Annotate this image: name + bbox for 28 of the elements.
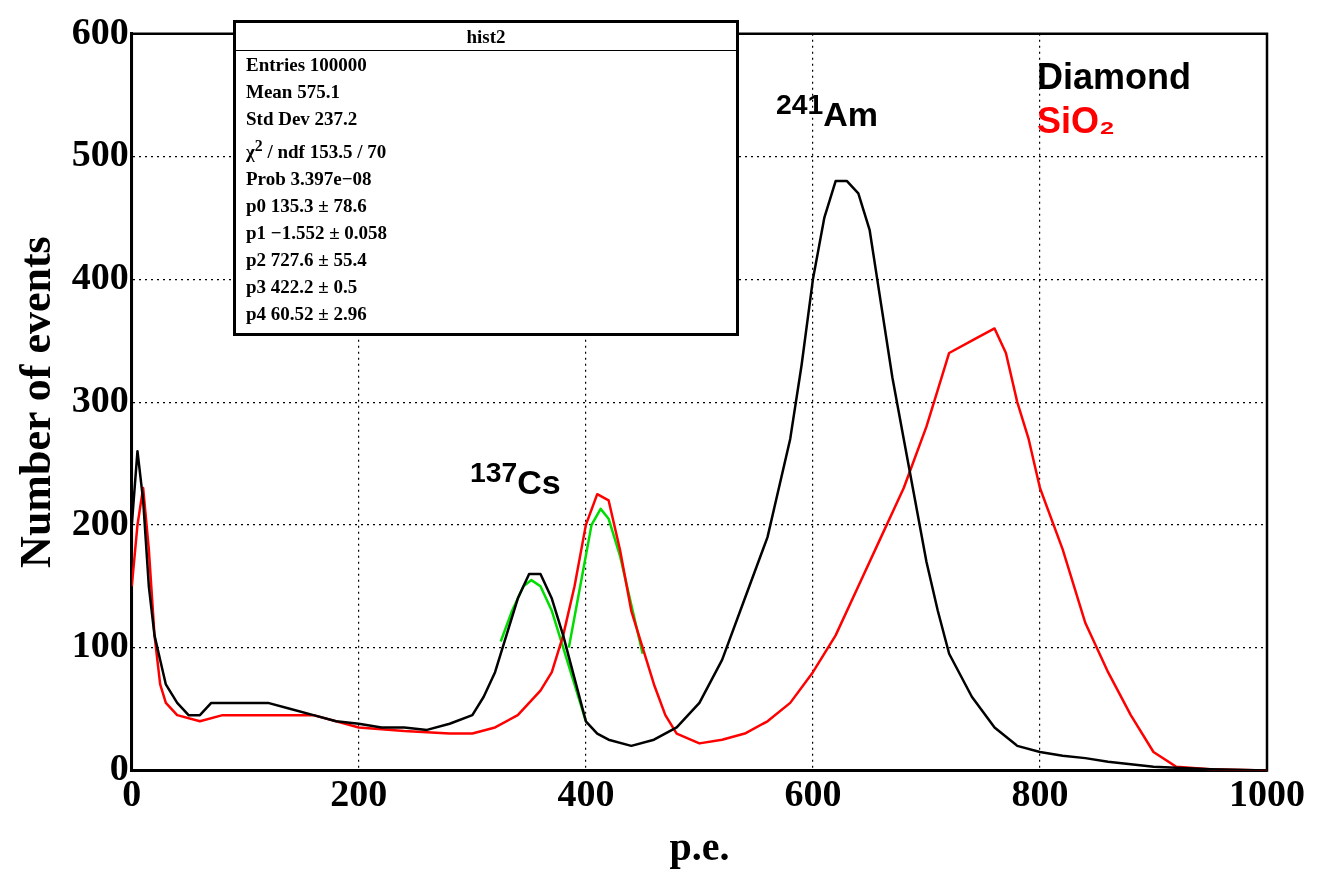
annotation: χ$^{2}$ / ndf 153.5 / 70: [246, 136, 388, 165]
text: Diamond: [1037, 55, 1192, 97]
annotation: p1 −1.552 ± 0.058: [246, 221, 389, 246]
annotation: hist2: [236, 23, 736, 51]
x-tick-label: 800: [1011, 772, 1069, 815]
y-tick-label: 100: [71, 623, 129, 666]
y-tick-label: 600: [71, 9, 129, 52]
x-axis-title: p.e.: [669, 824, 730, 870]
x-tick-label: 200: [330, 772, 388, 815]
annotation: p4 60.52 ± 2.96: [246, 302, 368, 327]
annotation: p2 727.6 ± 55.4: [246, 248, 368, 273]
annotation: Mean 575.1: [246, 80, 341, 104]
annotation: p3 422.2 ± 0.5: [246, 275, 359, 300]
y-tick-label: 200: [71, 500, 129, 543]
y-tick-label: 500: [71, 132, 129, 175]
y-axis-title: Number of events: [10, 236, 60, 568]
text: SiO₂: [1037, 99, 1116, 141]
x-tick-label: 600: [784, 772, 842, 815]
y-tick-label: 400: [71, 255, 129, 298]
annotation: p0 135.3 ± 78.6: [246, 194, 368, 219]
annotation: Entries 100000: [246, 53, 368, 77]
annotation: Prob 3.397e−08: [246, 167, 373, 192]
annotation: $^{137}$Cs: [470, 456, 561, 503]
annotation: Std Dev 237.2: [246, 107, 359, 131]
x-tick-label: 400: [557, 772, 615, 815]
annotation: $^{241}$Am: [776, 88, 879, 135]
x-tick-label: 1000: [1229, 772, 1305, 815]
y-tick-label: 300: [71, 377, 129, 420]
